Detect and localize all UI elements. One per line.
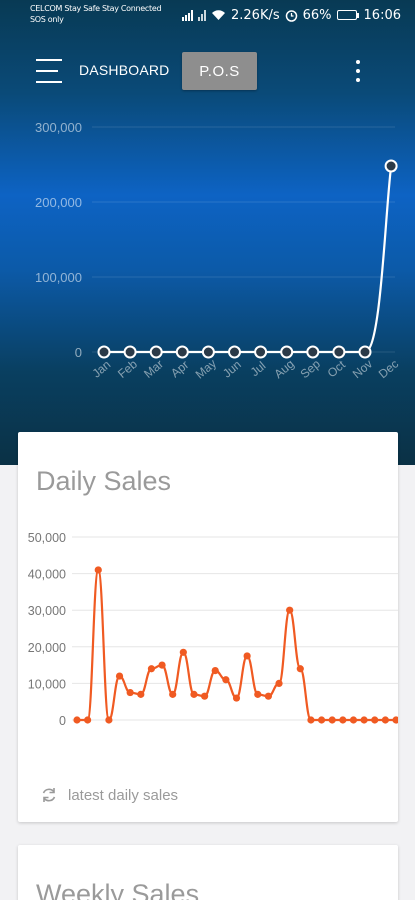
daily-y-tick-label: 10,000	[28, 677, 66, 691]
daily-data-point	[201, 692, 209, 700]
daily-sales-card: Daily Sales 50,000 40,000 30,000 20,000 10,0…	[18, 432, 398, 822]
hero-x-tick-label: Feb	[115, 357, 140, 381]
hero-data-point	[149, 345, 163, 359]
battery-percent: 66%	[302, 7, 332, 23]
hero-x-tick-label: Mar	[141, 357, 166, 381]
daily-y-tick-label: 50,000	[28, 531, 66, 545]
daily-sales-title: Daily Sales	[36, 466, 172, 496]
weekly-sales-title: Weekly Sales	[36, 879, 200, 900]
hero-x-tick-label: Apr	[168, 358, 191, 381]
hero-data-point	[384, 159, 398, 173]
daily-data-point	[328, 716, 336, 724]
refresh-icon[interactable]	[40, 786, 58, 804]
daily-data-point	[169, 690, 177, 698]
status-right: 2.26K/s 66% 16:06	[182, 6, 401, 24]
hero-y-tick-label: 200,000	[35, 195, 82, 210]
hero-x-tick-label: Aug	[271, 357, 296, 381]
daily-data-point	[105, 716, 113, 724]
hero-x-tick-label: Oct	[325, 357, 349, 380]
daily-data-point	[381, 716, 389, 724]
carrier-line-1: CELCOM Stay Safe Stay Connected	[30, 4, 162, 13]
daily-data-point	[254, 690, 262, 698]
hero-data-point	[201, 345, 215, 359]
pos-button[interactable]: P.O.S	[182, 52, 257, 90]
hero-data-point	[280, 345, 294, 359]
hero-x-tick-label: Sep	[298, 357, 324, 382]
hero-x-tick-label: Jan	[90, 357, 114, 380]
clock-time: 16:06	[363, 7, 401, 23]
daily-data-point	[84, 716, 92, 724]
hero-x-tick-label: Jul	[248, 359, 269, 380]
more-vert-icon[interactable]	[350, 60, 366, 82]
daily-y-tick-label: 30,000	[28, 604, 66, 618]
hero-data-point	[175, 345, 189, 359]
daily-data-point	[232, 694, 241, 702]
latest-daily-sales-label: latest daily sales	[68, 786, 179, 804]
dashboard-hero: CELCOM Stay Safe Stay Connected SOS only…	[0, 0, 415, 465]
hero-y-tick-label: 300,000	[35, 120, 82, 135]
daily-data-point	[190, 690, 198, 698]
daily-data-point	[286, 606, 294, 614]
carrier-line-2: SOS only	[30, 15, 64, 24]
signal-off-icon	[198, 9, 206, 21]
page-title: DASHBOARD	[79, 62, 170, 78]
status-bar: CELCOM Stay Safe Stay Connected SOS only…	[0, 0, 415, 30]
hero-data-point	[254, 345, 268, 359]
daily-data-point	[243, 652, 251, 660]
daily-sales-chart: 50,000 40,000 30,000 20,000 10,000 0	[28, 531, 398, 728]
daily-data-point	[307, 716, 315, 724]
hero-data-point	[332, 345, 346, 359]
hero-y-tick-label: 0	[75, 345, 82, 360]
daily-data-point	[275, 679, 283, 687]
daily-data-point	[317, 716, 326, 724]
wifi-icon	[212, 10, 225, 20]
daily-data-point	[392, 716, 398, 724]
daily-data-point	[296, 665, 304, 673]
daily-data-point	[147, 665, 156, 673]
daily-y-tick-label: 0	[59, 714, 66, 728]
weekly-sales-card: Weekly Sales	[18, 845, 398, 900]
hero-data-point	[123, 345, 137, 359]
daily-y-tick-label: 20,000	[28, 641, 66, 655]
hero-data-point	[97, 345, 111, 359]
signal-icon	[182, 9, 193, 21]
daily-sales-footer[interactable]: latest daily sales	[40, 786, 178, 804]
daily-data-point	[158, 661, 166, 669]
hero-data-point	[306, 345, 320, 359]
daily-data-point	[339, 716, 347, 724]
hero-x-tick-label: May	[193, 356, 219, 381]
carrier-text: CELCOM Stay Safe Stay Connected SOS only	[30, 3, 180, 25]
daily-data-point	[211, 666, 219, 675]
daily-data-point	[349, 716, 358, 724]
hero-x-tick-label: Jun	[220, 357, 244, 380]
hamburger-menu-icon[interactable]	[36, 59, 64, 83]
daily-data-point	[371, 716, 379, 724]
hero-data-point	[228, 345, 241, 359]
daily-data-point	[126, 688, 134, 697]
alarm-icon	[285, 9, 297, 22]
daily-data-point	[94, 566, 102, 574]
daily-data-point	[73, 716, 81, 724]
daily-data-point	[179, 648, 187, 656]
daily-data-point	[115, 672, 124, 680]
hero-data-point	[358, 345, 372, 359]
daily-data-point	[360, 716, 368, 724]
daily-data-point	[222, 676, 230, 684]
hero-x-tick-label: Nov	[350, 357, 375, 381]
daily-data-point	[137, 690, 145, 698]
app-bar: DASHBOARD P.O.S	[0, 48, 415, 94]
battery-icon	[336, 10, 359, 20]
monthly-sales-chart: 300,000 200,000 100,000 0 Jan Feb Mar Apr May Jun…	[35, 120, 401, 382]
hero-series-line	[104, 165, 393, 354]
daily-y-tick-label: 40,000	[28, 568, 66, 582]
hero-x-tick-label: Dec	[376, 357, 401, 381]
hero-y-tick-label: 100,000	[35, 270, 82, 285]
network-speed: 2.26K/s	[231, 7, 280, 23]
daily-data-point	[264, 692, 272, 700]
